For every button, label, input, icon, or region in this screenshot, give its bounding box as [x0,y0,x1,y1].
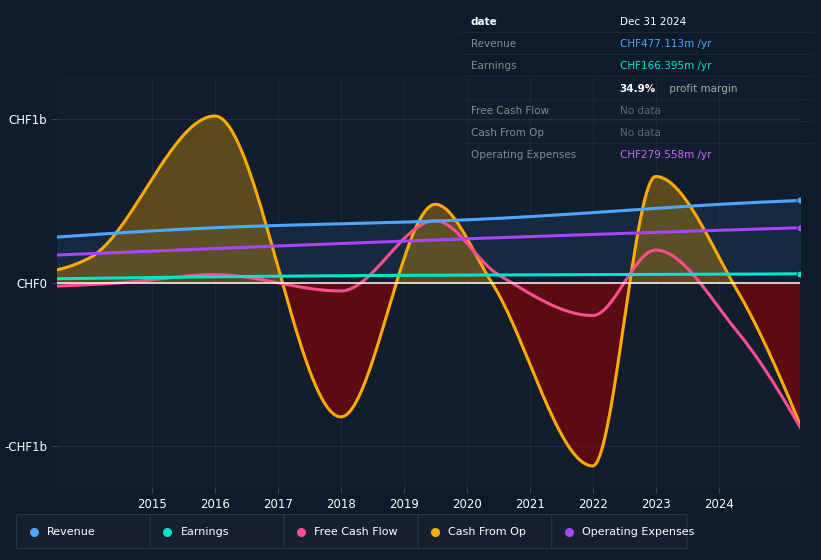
FancyBboxPatch shape [418,515,553,549]
Text: Cash From Op: Cash From Op [470,128,544,138]
Text: No data: No data [620,106,661,116]
FancyBboxPatch shape [552,515,687,549]
Text: Free Cash Flow: Free Cash Flow [470,106,548,116]
Text: CHF279.558m /yr: CHF279.558m /yr [620,150,711,160]
Text: CHF477.113m /yr: CHF477.113m /yr [620,39,711,49]
Text: Free Cash Flow: Free Cash Flow [314,526,398,536]
Text: Cash From Op: Cash From Op [448,526,526,536]
FancyBboxPatch shape [150,515,286,549]
Text: Operating Expenses: Operating Expenses [582,526,695,536]
Text: Earnings: Earnings [470,62,516,72]
Text: 34.9%: 34.9% [620,83,656,94]
Text: date: date [470,17,498,27]
Text: No data: No data [620,128,661,138]
FancyBboxPatch shape [284,515,420,549]
Text: Revenue: Revenue [47,526,95,536]
Text: Operating Expenses: Operating Expenses [470,150,576,160]
Text: Revenue: Revenue [470,39,516,49]
Text: Earnings: Earnings [181,526,229,536]
Text: Dec 31 2024: Dec 31 2024 [620,17,686,27]
Text: CHF166.395m /yr: CHF166.395m /yr [620,62,711,72]
FancyBboxPatch shape [16,515,152,549]
Text: profit margin: profit margin [666,83,737,94]
